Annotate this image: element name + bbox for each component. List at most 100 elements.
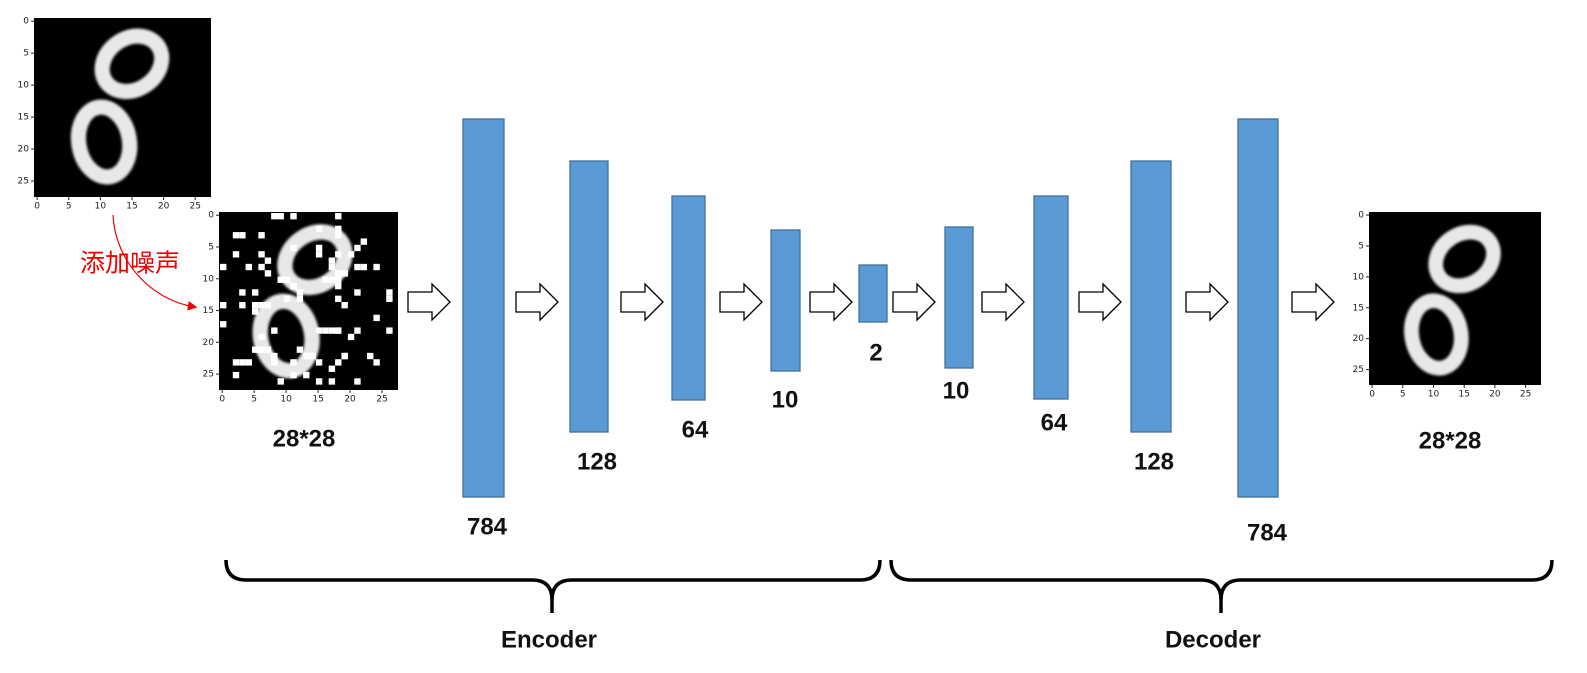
- noise-pixel: [220, 302, 227, 309]
- noise-pixel: [328, 276, 336, 283]
- y-tick-label: 5: [23, 49, 29, 59]
- noise-pixel: [367, 352, 374, 360]
- input-size: 28*28: [273, 425, 336, 452]
- layer-block: [569, 160, 609, 433]
- noise-pixel: [335, 276, 342, 283]
- noise-pixel: [315, 225, 323, 233]
- noise-pixel: [277, 276, 284, 283]
- noise-pixel: [335, 213, 342, 220]
- x-tick-label: 5: [251, 395, 257, 405]
- y-tick-label: 20: [203, 338, 215, 348]
- noise-pixel: [315, 378, 323, 385]
- y-tick-label: 25: [18, 177, 29, 187]
- noise-pixel: [341, 302, 348, 309]
- noise-pixel: [341, 270, 348, 277]
- layer-block: [462, 118, 505, 498]
- x-tick-label: 15: [1458, 390, 1469, 400]
- layer-block: [671, 195, 706, 401]
- noise-pixel: [354, 378, 361, 385]
- x-tick-label: 25: [376, 395, 387, 405]
- noise-pixel: [239, 232, 246, 239]
- noise-pixel: [360, 263, 368, 271]
- flow-arrow: [1291, 282, 1335, 322]
- y-tick-label: 15: [18, 113, 29, 123]
- noise-pixel: [290, 371, 297, 379]
- layer-size: 128: [1134, 448, 1174, 475]
- y-tick-label: 25: [203, 370, 214, 380]
- y-tick-label: 10: [1353, 272, 1365, 282]
- noise-pixel: [354, 244, 361, 252]
- y-tick-label: 10: [203, 274, 215, 284]
- noise-pixel: [251, 302, 259, 309]
- noise-pixel: [373, 263, 380, 271]
- noise-pixel: [232, 371, 240, 379]
- x-tick-label: 25: [189, 202, 200, 212]
- y-tick-label: 5: [208, 242, 214, 252]
- noise-pixel: [335, 232, 342, 239]
- noise-pixel: [290, 282, 297, 290]
- digit-stroke: [252, 293, 320, 379]
- y-tick-label: 5: [1358, 241, 1364, 251]
- noise-pixel: [258, 232, 265, 239]
- noise-pixel: [386, 289, 393, 296]
- x-tick-label: 5: [1400, 390, 1406, 400]
- noise-pixel: [271, 359, 278, 366]
- noise-pixel: [303, 371, 310, 379]
- noise-pixel: [322, 327, 329, 334]
- noise-pixel: [232, 232, 240, 239]
- y-tick-label: 15: [203, 306, 214, 316]
- noise-pixel: [258, 333, 265, 341]
- layer-size: 2: [869, 339, 882, 366]
- noise-pixel: [373, 359, 380, 366]
- flow-arrow: [981, 282, 1025, 322]
- noise-pixel: [239, 359, 246, 366]
- noise-pixel: [328, 378, 336, 385]
- y-tick-label: 10: [18, 81, 30, 91]
- y-tick-label: 0: [23, 17, 29, 27]
- flow-arrow: [892, 282, 936, 322]
- noise-pixel: [264, 257, 272, 264]
- noise-pixel: [347, 333, 355, 341]
- noise-arrow: [112, 214, 198, 311]
- noise-pixel: [251, 346, 259, 353]
- noise-pixel: [277, 213, 284, 220]
- layer-block: [858, 264, 888, 323]
- noise-pixel: [258, 263, 265, 271]
- x-tick-label: 25: [1520, 390, 1531, 400]
- digit-stroke: [1428, 224, 1501, 294]
- flow-arrow: [515, 282, 559, 322]
- noise-pixel: [232, 251, 240, 258]
- layer-size: 64: [1041, 409, 1068, 436]
- noise-pixel: [232, 359, 240, 366]
- noise-label: 添加噪声: [80, 249, 180, 278]
- digit-stroke: [1404, 293, 1469, 376]
- y-tick-label: 0: [208, 211, 214, 221]
- flow-arrow: [1078, 282, 1122, 322]
- noise-pixel: [271, 352, 278, 360]
- x-tick-label: 10: [95, 202, 107, 212]
- noise-pixel: [335, 282, 342, 290]
- noise-pixel: [354, 263, 361, 271]
- noise-pixel: [328, 257, 336, 264]
- noise-pixel: [264, 270, 272, 277]
- flow-arrow: [620, 282, 664, 322]
- x-tick-label: 10: [280, 395, 292, 405]
- noise-pixel: [258, 346, 265, 353]
- x-tick-label: 0: [34, 202, 40, 212]
- x-tick-label: 5: [66, 202, 72, 212]
- noise-pixel: [239, 302, 246, 309]
- noise-pixel: [354, 289, 361, 296]
- noise-pixel: [335, 225, 342, 233]
- noise-pixel: [245, 359, 252, 366]
- noise-pixel: [328, 327, 336, 334]
- noise-pixel: [347, 251, 355, 258]
- noise-pixel: [315, 327, 323, 334]
- noise-pixel: [220, 263, 227, 271]
- noise-pixel: [239, 289, 246, 296]
- noise-pixel: [264, 346, 272, 353]
- x-tick-label: 0: [219, 395, 225, 405]
- decoder-brace: [889, 559, 1554, 613]
- noise-pixel: [277, 378, 284, 385]
- flow-arrow: [1185, 282, 1229, 322]
